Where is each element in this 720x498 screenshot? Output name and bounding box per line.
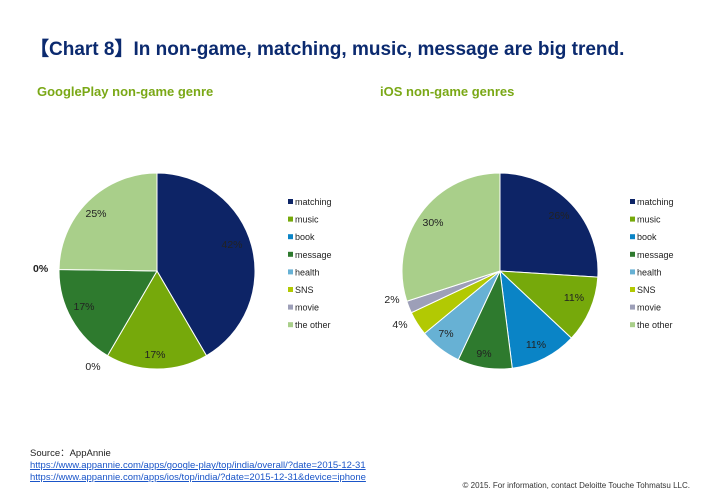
slice-label-message: 17% bbox=[73, 301, 94, 313]
slice-label-SNS: 4% bbox=[392, 319, 407, 331]
slice-label-movie: 2% bbox=[384, 294, 399, 306]
slice-label-matching: 26% bbox=[548, 210, 569, 222]
pie-1: 26% 11% 11% 9% 7% 4% 2% 30% matching music book mes… bbox=[384, 172, 674, 370]
slice-label-music: 17% bbox=[144, 349, 165, 361]
source-link-googleplay[interactable]: https://www.appannie.com/apps/google-pla… bbox=[30, 460, 366, 471]
legend-label-book: book bbox=[637, 232, 657, 242]
legend-swatch-SNS bbox=[630, 287, 635, 292]
chart-title-ios: iOS non-game genres bbox=[380, 84, 515, 99]
legend-label-message: message bbox=[637, 250, 674, 260]
legend-swatch-matching bbox=[630, 199, 635, 204]
legend-label-matching: matching bbox=[295, 197, 332, 207]
slice-label-the-other: 30% bbox=[422, 217, 443, 229]
legend-label-book: book bbox=[295, 232, 315, 242]
legend-swatch-the-other bbox=[630, 322, 635, 328]
legend-label-movie: movie bbox=[637, 303, 661, 313]
slice-label-book: 0% bbox=[85, 361, 100, 373]
pie-slice-message bbox=[58, 268, 158, 357]
legend-label-message: message bbox=[295, 250, 332, 260]
legend-label-SNS: SNS bbox=[295, 285, 314, 295]
pie-slice-the-other bbox=[401, 172, 501, 302]
slice-label-health: 7% bbox=[438, 328, 453, 340]
legend-swatch-health bbox=[288, 269, 293, 275]
legend-label-health: health bbox=[637, 267, 662, 277]
pie-0: 42% 17% 0% 17% 0% 25% matching music book message… bbox=[33, 172, 332, 373]
pie-slice-matching bbox=[156, 172, 256, 357]
legend-swatch-movie bbox=[288, 304, 293, 310]
legend-swatch-matching bbox=[288, 199, 293, 204]
pie-slice-the-other bbox=[58, 172, 158, 272]
source-link-ios[interactable]: https://www.appannie.com/apps/ios/top/in… bbox=[30, 472, 366, 483]
legend-swatch-movie bbox=[630, 304, 635, 310]
legend-swatch-the-other bbox=[288, 322, 293, 328]
legend-label-health: health bbox=[295, 267, 320, 277]
slice-label-book: 11% bbox=[526, 339, 546, 351]
legend-label-matching: matching bbox=[637, 197, 674, 207]
source-block: Source：AppAnnie https://www.appannie.com… bbox=[30, 448, 366, 484]
legend-swatch-SNS bbox=[288, 287, 293, 292]
page-title: 【Chart 8】In non-game, matching, music, m… bbox=[30, 39, 625, 60]
pie-slice-matching bbox=[499, 172, 599, 278]
pie-slice-book bbox=[499, 269, 573, 369]
legend-swatch-message bbox=[630, 251, 635, 257]
slice-label-music: 11% bbox=[564, 292, 584, 304]
legend-swatch-music bbox=[288, 216, 293, 222]
legend-label-the-other: the other bbox=[295, 320, 331, 330]
copyright: © 2015. For information, contact Deloitt… bbox=[462, 481, 691, 490]
source-label: Source：AppAnnie bbox=[30, 448, 111, 459]
legend-label-music: music bbox=[637, 215, 661, 225]
slice-label-message: 9% bbox=[476, 348, 491, 360]
legend-swatch-book bbox=[630, 234, 635, 240]
pie-slice-music bbox=[498, 270, 599, 339]
legend-swatch-music bbox=[630, 216, 635, 222]
legend-swatch-health bbox=[630, 269, 635, 275]
legend-label-the-other: the other bbox=[637, 320, 673, 330]
chart-title-googleplay: GooglePlay non-game genre bbox=[37, 84, 214, 99]
legend-label-movie: movie bbox=[295, 303, 319, 313]
legend-label-SNS: SNS bbox=[637, 285, 656, 295]
slice-label-the-other: 25% bbox=[85, 208, 106, 220]
legend-swatch-message bbox=[288, 251, 293, 257]
pie-slice-music bbox=[106, 270, 208, 370]
legend-label-music: music bbox=[295, 215, 319, 225]
legend-swatch-book bbox=[288, 234, 293, 240]
slice-label-health: 0% bbox=[33, 263, 49, 275]
slice-label-matching: 42% bbox=[221, 239, 242, 251]
